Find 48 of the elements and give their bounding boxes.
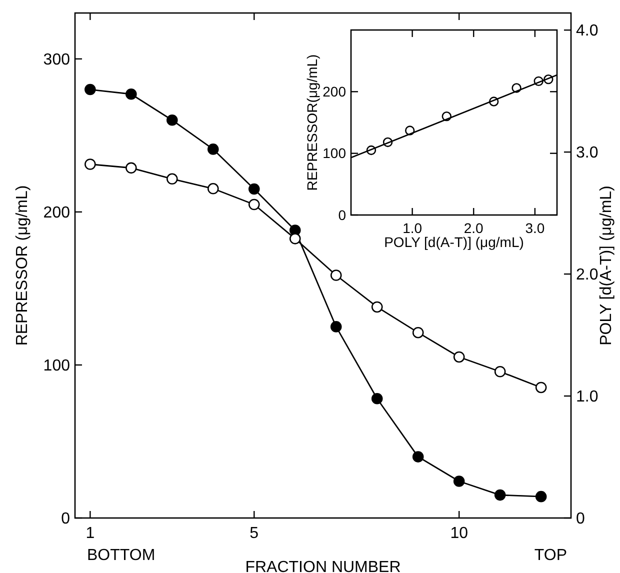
point — [248, 183, 260, 195]
y-axis-title: REPRESSOR (μg/mL) — [14, 185, 31, 346]
y2-tick-label: 0 — [576, 510, 585, 528]
x-tick-label: 3.0 — [525, 220, 545, 236]
point — [494, 366, 506, 378]
point — [535, 382, 547, 394]
y2-tick-label: 2.0 — [576, 266, 598, 284]
x-axis-title: POLY [d(A-T)] (μg/mL) — [384, 234, 524, 250]
point — [289, 233, 301, 244]
point — [166, 173, 178, 185]
point — [453, 351, 465, 363]
point — [453, 476, 465, 487]
y-axis-title: REPRESSOR(μg/mL) — [304, 54, 320, 191]
y2-axis-title: POLY [d(A-T)] (μg/mL) — [598, 186, 615, 346]
y-tick-label: 100 — [322, 145, 346, 162]
x-tick-label: 1 — [86, 525, 95, 542]
point — [371, 301, 383, 313]
x-tick-label: 10 — [450, 525, 468, 542]
y-tick-label: 0 — [61, 510, 70, 528]
point — [371, 392, 383, 404]
y2-tick-label: 4.0 — [576, 22, 598, 40]
x-tick-label: 2.0 — [464, 220, 484, 236]
text: BOTTOM — [87, 547, 156, 564]
point — [84, 84, 96, 96]
x-axis-title: FRACTION NUMBER — [245, 559, 401, 573]
point — [84, 158, 96, 170]
point — [166, 114, 178, 126]
x-tick-label: 5 — [250, 525, 259, 542]
y2-tick-label: 3.0 — [576, 144, 598, 162]
point — [412, 326, 424, 338]
point — [330, 270, 342, 281]
point — [535, 490, 547, 502]
point — [248, 198, 260, 210]
y-tick-label: 200 — [322, 84, 346, 100]
y-tick-label: 300 — [43, 52, 70, 69]
y-tick-label: 100 — [43, 358, 70, 375]
point — [412, 451, 424, 462]
y2-tick-label: 1.0 — [576, 388, 598, 406]
point — [126, 88, 137, 100]
point — [330, 321, 342, 332]
point — [207, 144, 219, 155]
y-tick-label: 0 — [338, 206, 346, 223]
text: TOP — [534, 547, 567, 564]
x-tick-label: 1.0 — [402, 220, 422, 236]
y-tick-label: 200 — [43, 204, 70, 222]
point — [494, 489, 506, 501]
point — [207, 183, 219, 194]
point — [126, 162, 137, 174]
